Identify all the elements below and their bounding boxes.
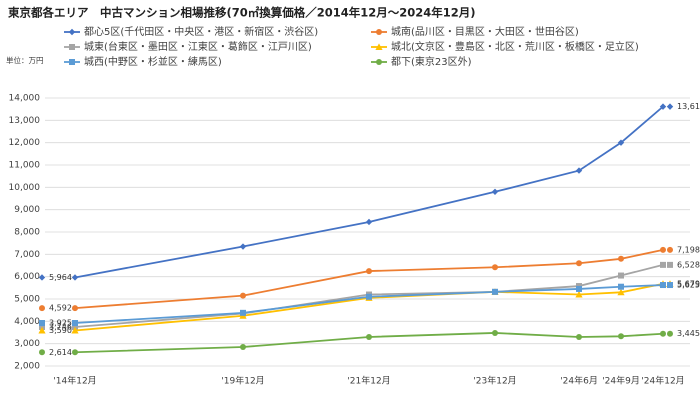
y-tick-label: 11,000 [9,161,41,171]
label-marker [39,349,45,356]
data-point [660,261,666,268]
data-point [240,292,246,299]
label-marker [667,261,673,268]
value-label: 3,746 [49,323,72,332]
data-point [575,290,583,298]
legend-marker [68,28,76,36]
value-label: 6,528 [677,260,700,269]
y-tick-label: 8,000 [14,228,40,238]
data-point [492,288,498,295]
x-tick-label: '24年12月 [641,375,684,387]
legend-label: 城北(文京区・豊島区・北区・荒川区・板橋区・足立区) [391,40,639,53]
data-point [618,333,624,340]
label-marker [666,103,674,110]
data-point [660,246,666,253]
unit-label: 単位：万円 [6,55,44,65]
data-point [491,188,499,195]
y-tick-label: 10,000 [9,183,41,193]
value-label: 3,925 [49,319,72,328]
data-point [71,326,79,334]
legend-label: 城南(品川区・目黒区・大田区・世田谷区) [391,25,579,38]
data-point [366,333,372,340]
y-tick-label: 5,000 [14,295,40,305]
data-point [72,349,78,356]
x-tick-label: '24年9月 [602,375,640,387]
data-point [492,329,498,336]
legend-marker [69,59,75,65]
series-line [74,284,664,324]
y-tick-label: 6,000 [14,272,40,282]
value-label: 5,679 [677,279,700,288]
y-tick-label: 13,000 [9,116,41,126]
y-tick-label: 4,000 [14,317,40,327]
value-label: 3,445 [677,329,700,338]
x-tick-label: '23年12月 [473,375,516,387]
data-point [660,282,666,289]
data-point [240,344,246,351]
legend-label: 都下(東京23区外) [391,55,472,68]
legend-label: 都心5区(千代田区・中央区・港区・新宿区・渋谷区) [84,25,318,38]
y-tick-label: 3,000 [14,339,40,349]
legend-marker [69,44,75,50]
data-point [72,320,78,327]
y-tick-label: 2,000 [14,362,40,372]
chart-title: 東京都各エリア 中古マンション相場推移(70㎡換算価格／2014年12月～202… [8,6,476,20]
value-label: 4,592 [49,304,72,313]
series-line [74,105,664,279]
data-point [239,243,247,250]
label-marker [667,246,673,253]
data-point [576,285,582,292]
label-marker [39,305,45,312]
value-label: 3,590 [49,326,72,335]
value-label: 13,614 [677,102,700,111]
value-label: 5,625 [677,281,700,290]
data-point [492,264,498,271]
data-point [366,293,372,300]
data-point [618,255,624,262]
legend-label: 城西(中野区・杉並区・練馬区) [84,55,222,68]
data-point [618,283,624,290]
label-marker [667,330,673,337]
y-tick-label: 12,000 [9,138,41,148]
x-tick-label: '14年12月 [53,375,96,387]
x-tick-label: '21年12月 [347,375,390,387]
data-point [576,260,582,267]
data-point [618,272,624,279]
label-marker [667,282,673,289]
data-point [617,288,625,296]
legend-marker [376,29,382,35]
legend-marker [376,59,382,65]
label-marker [38,274,46,281]
data-point [71,274,79,281]
series-line [74,282,664,332]
data-point [576,333,582,340]
y-tick-label: 9,000 [14,205,40,215]
label-marker [39,320,45,327]
x-tick-label: '24年6月 [560,375,598,387]
data-point [575,167,583,174]
data-point [617,139,625,146]
value-label: 2,614 [49,348,72,357]
label-marker [38,326,46,334]
x-tick-label: '19年12月 [221,375,264,387]
data-point [72,305,78,312]
value-label: 5,964 [49,273,72,282]
legend-label: 城東(台東区・墨田区・江東区・葛飾区・江戸川区) [84,40,312,53]
legend-marker [375,43,383,50]
data-point [659,103,667,110]
value-label: 7,198 [677,245,700,254]
data-point [660,330,666,337]
y-tick-label: 14,000 [9,94,41,104]
data-point [366,268,372,275]
data-point [240,309,246,316]
data-point [365,218,373,226]
y-tick-label: 7,000 [14,250,40,260]
